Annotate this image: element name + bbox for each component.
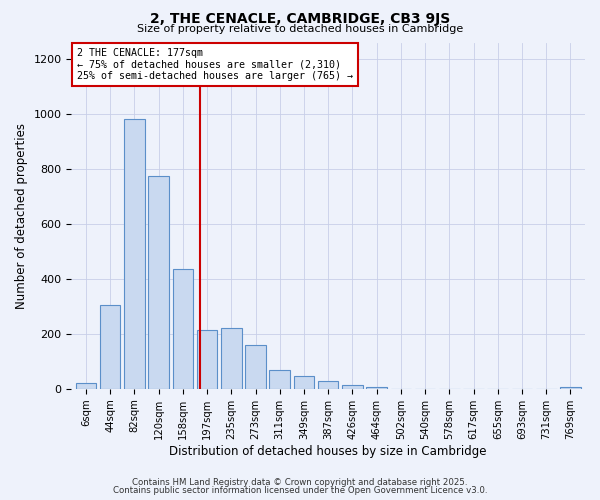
- Bar: [124, 120, 145, 389]
- Bar: [148, 176, 169, 389]
- Text: Size of property relative to detached houses in Cambridge: Size of property relative to detached ho…: [137, 24, 463, 34]
- Text: 2, THE CENACLE, CAMBRIDGE, CB3 9JS: 2, THE CENACLE, CAMBRIDGE, CB3 9JS: [150, 12, 450, 26]
- Bar: [367, 388, 387, 389]
- Bar: [293, 376, 314, 389]
- Text: Contains HM Land Registry data © Crown copyright and database right 2025.: Contains HM Land Registry data © Crown c…: [132, 478, 468, 487]
- Bar: [560, 388, 581, 389]
- Bar: [173, 270, 193, 389]
- Text: Contains public sector information licensed under the Open Government Licence v3: Contains public sector information licen…: [113, 486, 487, 495]
- Text: 2 THE CENACLE: 177sqm
← 75% of detached houses are smaller (2,310)
25% of semi-d: 2 THE CENACLE: 177sqm ← 75% of detached …: [77, 48, 353, 81]
- Y-axis label: Number of detached properties: Number of detached properties: [15, 122, 28, 308]
- Bar: [197, 330, 217, 389]
- X-axis label: Distribution of detached houses by size in Cambridge: Distribution of detached houses by size …: [169, 444, 487, 458]
- Bar: [76, 384, 96, 389]
- Bar: [342, 384, 363, 389]
- Bar: [269, 370, 290, 389]
- Bar: [318, 380, 338, 389]
- Bar: [221, 328, 242, 389]
- Bar: [100, 305, 121, 389]
- Bar: [245, 345, 266, 389]
